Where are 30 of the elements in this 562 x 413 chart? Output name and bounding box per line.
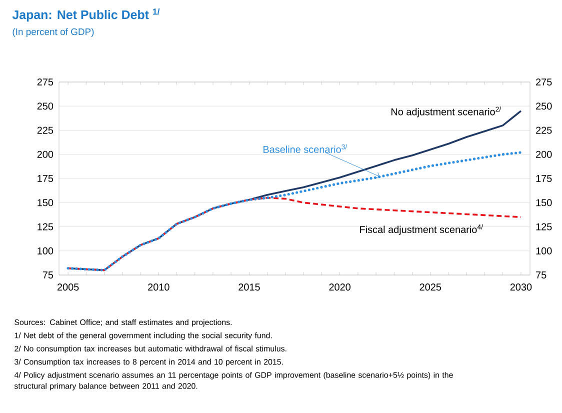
y2-tick-label: 175 [536, 175, 552, 182]
y-tick-label: 75 [42, 272, 54, 278]
x-tick-label: 2005 [57, 284, 79, 291]
y2-tick-label: 200 [536, 150, 552, 158]
line-series [66, 151, 522, 272]
y-tick-label: 125 [38, 223, 54, 230]
y-tick-label: 175 [38, 175, 54, 182]
y2-tick-label: 75 [536, 272, 546, 278]
chart-title: Japan: Net Public Debt $^{1/}$ [12, 8, 160, 22]
y2-tick-label: 125 [536, 223, 552, 230]
y-tick-label: 275 [37, 78, 54, 86]
text: Baseline scenario$^{3/}$ [264, 144, 348, 153]
chart-subtitle: (In percent of GDP) [12, 28, 94, 37]
x-tick-label: 2025 [420, 284, 442, 291]
x-tick-label: 2020 [329, 284, 350, 291]
y-tick-label: 200 [37, 150, 54, 158]
series-label: No adjustment scenario$^{2/}$ [391, 106, 502, 118]
y2-tick-label: 250 [536, 102, 552, 110]
x-tick-label: 2010 [148, 284, 170, 291]
y-tick-label: 225 [37, 126, 54, 134]
y-tick-label: 150 [38, 199, 54, 206]
y2-tick-label: 275 [536, 78, 552, 86]
y2-tick-label: 225 [536, 126, 552, 134]
y-tick-label: 250 [37, 102, 54, 110]
y-tick-label: 100 [38, 247, 54, 254]
y2-tick-label: 150 [536, 199, 552, 206]
y2-tick-label: 100 [536, 247, 552, 254]
x-tick-label: 2030 [510, 284, 532, 291]
x-tick-label: 2015 [238, 284, 260, 291]
series-label: Fiscal adjustment scenario$^{4/}$ [360, 224, 484, 236]
